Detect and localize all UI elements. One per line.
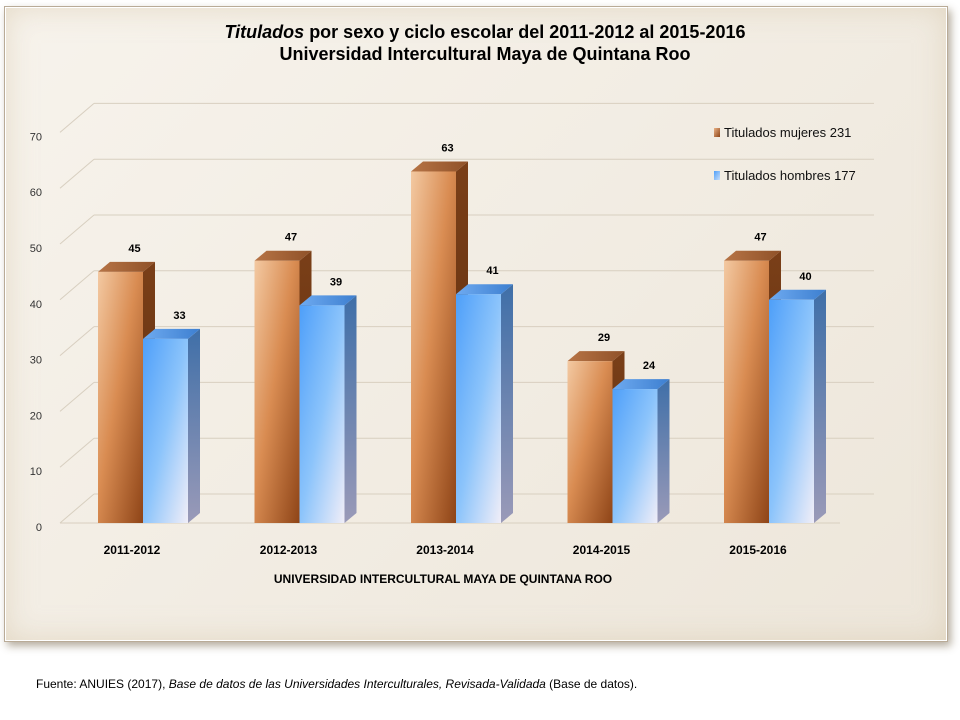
bar-top xyxy=(299,295,357,306)
legend-label: Titulados hombres 177 xyxy=(724,168,856,183)
data-label: 29 xyxy=(598,332,610,344)
bar-top xyxy=(724,250,781,261)
gridline-diag xyxy=(59,158,95,189)
bar-top xyxy=(612,379,670,390)
data-label: 40 xyxy=(799,271,811,283)
y-tick-label: 40 xyxy=(30,299,42,311)
bar-front xyxy=(724,260,769,523)
bar-side xyxy=(501,284,513,523)
y-tick-label: 0 xyxy=(36,522,42,534)
bar-top xyxy=(98,261,155,272)
gridline-diag xyxy=(59,214,95,245)
bar-front xyxy=(411,171,456,523)
source-note: Fuente: ANUIES (2017), Base de datos de … xyxy=(36,677,936,691)
bar-hombres-2012-2013 xyxy=(299,295,357,523)
x-axis-categories: 2011-2012 2012-2013 2013-2014 2014-2015 2015… xyxy=(104,543,787,557)
legend: Titulados mujeres 231 Titulados hombres 1… xyxy=(714,125,856,183)
bar-front xyxy=(567,361,613,523)
data-label: 47 xyxy=(285,232,297,244)
y-axis-ticks: 0 10 20 30 40 50 60 70 xyxy=(30,131,42,534)
chart-title-rest: por sexo y ciclo escolar del 2011-2012 a… xyxy=(304,22,745,42)
chart-title-italic: Titulados xyxy=(225,22,305,42)
gridline-diag xyxy=(59,103,95,133)
bar-front xyxy=(456,294,501,523)
bar-hombres-2013-2014 xyxy=(456,284,513,523)
gridline-diag xyxy=(59,270,95,301)
x-tick-label: 2012-2013 xyxy=(260,543,318,557)
data-label: 41 xyxy=(486,265,498,277)
bar-front xyxy=(143,338,188,523)
data-labels: 45 33 47 39 63 41 29 24 47 40 xyxy=(128,142,811,372)
data-label: 47 xyxy=(754,232,766,244)
x-tick-label: 2011-2012 xyxy=(104,543,161,557)
legend-label: Titulados mujeres 231 xyxy=(724,125,851,140)
bar-top xyxy=(411,161,468,172)
bar-top xyxy=(456,284,513,295)
bar-top xyxy=(254,250,312,261)
bar-front xyxy=(769,299,814,523)
data-label: 63 xyxy=(441,142,453,154)
bar-side xyxy=(344,295,357,523)
y-tick-label: 30 xyxy=(30,355,42,367)
data-label: 24 xyxy=(643,360,656,372)
data-label: 45 xyxy=(128,243,140,255)
bar-side xyxy=(188,328,200,523)
legend-swatch xyxy=(714,171,720,180)
bar-hombres-2011-2012 xyxy=(143,328,200,523)
y-tick-label: 70 xyxy=(30,131,42,143)
chart-title: Titulados por sexo y ciclo escolar del 2… xyxy=(225,22,746,42)
data-label: 33 xyxy=(173,310,185,322)
y-tick-label: 20 xyxy=(30,410,42,422)
source-suffix: (Base de datos). xyxy=(545,677,638,691)
gridline-diag xyxy=(59,382,95,412)
x-tick-label: 2014-2015 xyxy=(573,543,631,557)
bar-front xyxy=(612,389,658,523)
bar-side xyxy=(814,289,826,523)
gridline-diag xyxy=(59,493,95,524)
bar-hombres-2014-2015 xyxy=(612,379,670,523)
x-tick-label: 2015-2016 xyxy=(729,543,787,557)
bar-front xyxy=(299,305,345,523)
bar-side xyxy=(657,379,670,523)
bar-top xyxy=(769,289,826,300)
source-prefix: Fuente: ANUIES (2017), xyxy=(36,677,169,691)
bar-front xyxy=(254,260,300,523)
y-tick-label: 10 xyxy=(30,466,42,478)
source-title: Base de datos de las Universidades Inter… xyxy=(168,677,546,691)
y-tick-label: 60 xyxy=(30,187,42,199)
data-label: 39 xyxy=(330,276,342,288)
x-tick-label: 2013-2014 xyxy=(416,543,474,557)
bar-top xyxy=(567,351,625,362)
y-tick-label: 50 xyxy=(30,243,42,255)
bar-front xyxy=(98,271,143,523)
chart-subtitle: Universidad Intercultural Maya de Quinta… xyxy=(279,44,690,64)
bar-top xyxy=(143,328,200,339)
x-axis-title: UNIVERSIDAD INTERCULTURAL MAYA DE QUINTA… xyxy=(274,572,612,586)
legend-swatch xyxy=(714,128,720,137)
bar-hombres-2015-2016 xyxy=(769,289,826,523)
gridline-diag xyxy=(59,437,95,468)
gridline-diag xyxy=(59,326,95,356)
bars xyxy=(98,161,826,524)
